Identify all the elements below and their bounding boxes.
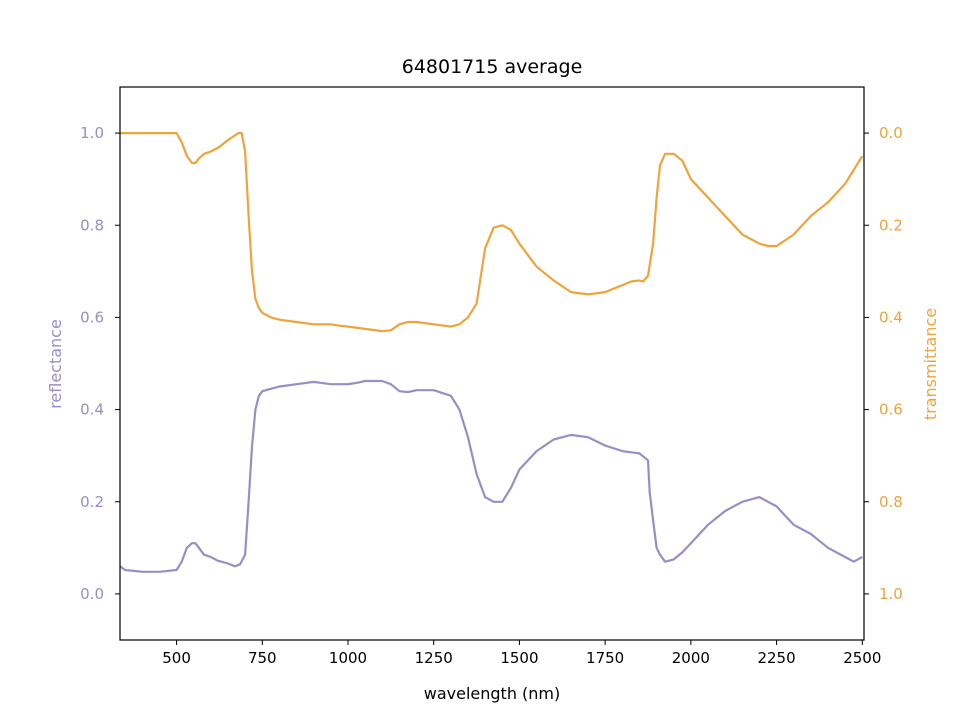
x-tick-label: 1250: [415, 649, 453, 667]
y-right-tick-label: 0.0: [879, 124, 903, 142]
y-left-tick-label: 0.2: [80, 493, 104, 511]
x-tick-label: 2250: [757, 649, 795, 667]
y-left-tick-label: 0.8: [80, 216, 104, 234]
reflectance-line: [119, 379, 863, 573]
series-group: [119, 132, 864, 573]
y-right-tick-label: 0.2: [879, 216, 903, 234]
y-right-tick-label: 1.0: [879, 585, 903, 603]
y-right-tick-label: 0.6: [879, 401, 903, 419]
x-tick-label: 2500: [843, 649, 881, 667]
x-axis-label: wavelength (nm): [424, 684, 561, 703]
x-tick-label: 750: [248, 649, 277, 667]
x-tick-label: 1000: [329, 649, 367, 667]
x-tick-label: 1750: [586, 649, 624, 667]
y-left-tick-label: 0.0: [80, 585, 104, 603]
y-right-tick-label: 0.8: [879, 493, 903, 511]
plot-frame: [119, 86, 865, 641]
transmittance-line: [120, 132, 864, 333]
x-tick-label: 1500: [500, 649, 538, 667]
y-left-tick-label: 0.6: [80, 308, 104, 326]
chart-title: 64801715 average: [402, 56, 583, 78]
axis-ticks: 500 750 1000 1250 1500 1750 2000 2250 2500 0.0 0.2…: [80, 124, 903, 667]
y-left-tick-label: 0.4: [80, 401, 104, 419]
y-right-tick-label: 0.4: [879, 308, 903, 326]
y-axis-right-label: transmittance: [921, 308, 940, 420]
y-left-tick-label: 1.0: [80, 124, 104, 142]
y-axis-left-label: reflectance: [46, 319, 65, 409]
x-tick-label: 500: [162, 649, 191, 667]
x-tick-label: 2000: [672, 649, 710, 667]
